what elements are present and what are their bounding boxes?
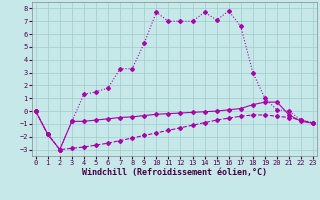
X-axis label: Windchill (Refroidissement éolien,°C): Windchill (Refroidissement éolien,°C)	[82, 168, 267, 177]
